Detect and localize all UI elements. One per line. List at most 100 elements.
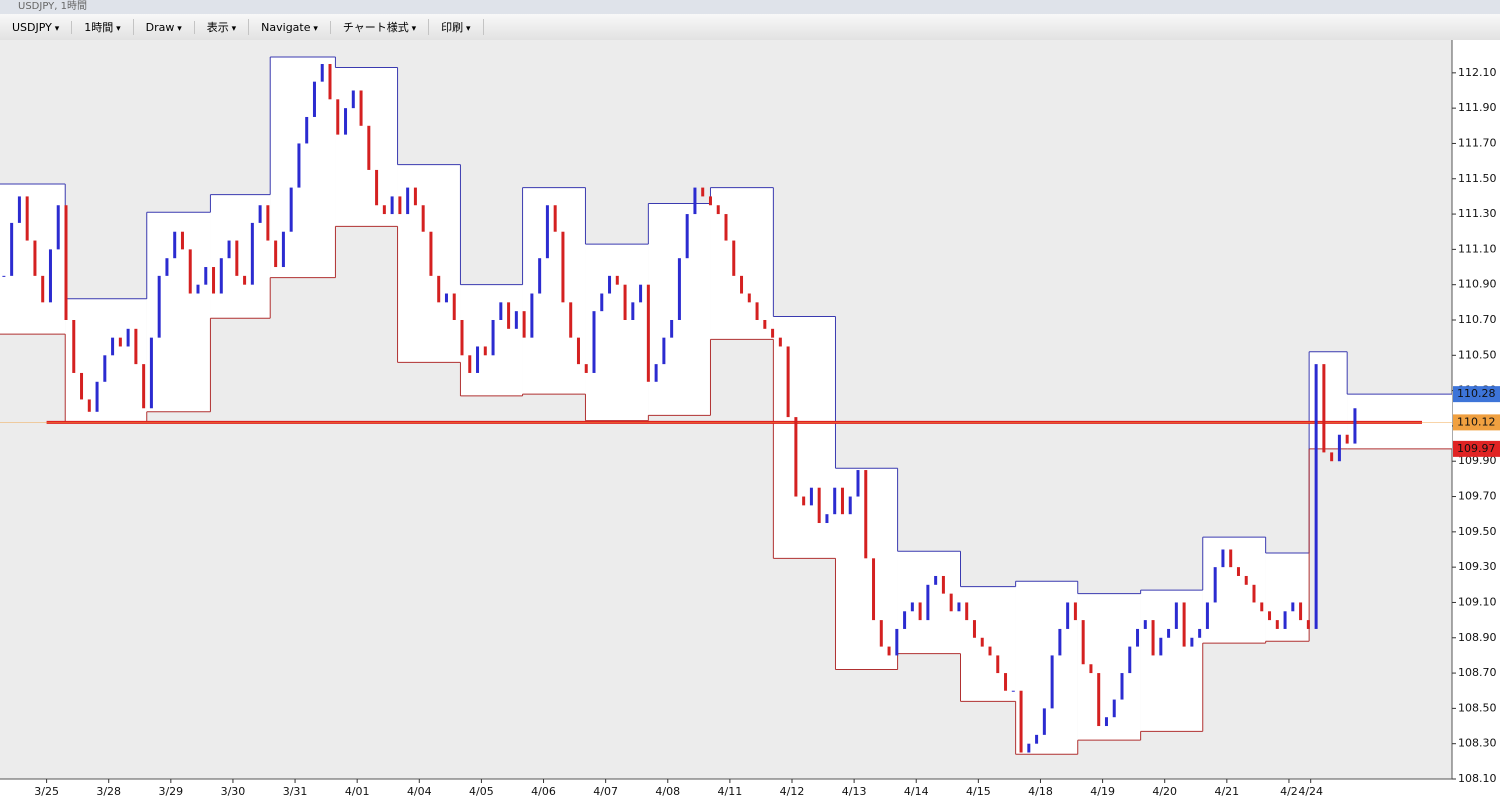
x-tick-label: 4/13 — [842, 785, 867, 798]
candle — [732, 240, 736, 276]
day-box — [0, 184, 66, 335]
y-tick-label: 108.50 — [1458, 701, 1497, 714]
candle — [382, 205, 386, 215]
candle — [584, 364, 588, 373]
price-label: 109.97 — [1453, 440, 1500, 457]
candle — [740, 275, 744, 294]
candle — [204, 267, 208, 285]
candle — [817, 487, 821, 524]
candle — [646, 284, 650, 382]
candle — [864, 470, 868, 559]
candle — [1159, 637, 1163, 656]
x-tick-label: 4/18 — [1028, 785, 1053, 798]
candle — [701, 187, 705, 197]
candle — [553, 205, 557, 232]
toolbar-button[interactable]: Draw — [134, 20, 195, 34]
candle — [941, 575, 945, 594]
day-box — [773, 316, 836, 559]
y-tick-label: 109.70 — [1458, 490, 1497, 503]
candle — [375, 169, 379, 206]
candle — [615, 275, 619, 285]
candle — [1236, 567, 1240, 576]
candle — [421, 205, 425, 232]
candle — [1128, 646, 1132, 674]
toolbar-button[interactable]: USDJPY — [0, 20, 73, 34]
toolbar-button[interactable]: 1時間 — [72, 19, 134, 35]
candle — [235, 240, 239, 276]
candle — [1198, 628, 1202, 638]
candle — [1229, 549, 1233, 568]
candle — [258, 205, 262, 223]
candle — [1081, 620, 1085, 665]
candle — [654, 364, 658, 382]
candle — [1120, 673, 1124, 700]
candle — [1275, 620, 1279, 629]
x-tick-label: 4/11 — [718, 785, 743, 798]
toolbar-button[interactable]: 表示 — [195, 19, 250, 35]
candle — [934, 575, 938, 585]
candle — [1104, 717, 1108, 727]
toolbar: USDJPY1時間Draw表示Navigateチャート様式印刷 — [0, 14, 1500, 41]
candle — [840, 487, 844, 515]
candle — [608, 275, 612, 294]
candle — [786, 346, 790, 418]
toolbar-button[interactable]: 印刷 — [429, 19, 484, 35]
price-label-bg — [1453, 440, 1500, 457]
candle — [972, 620, 976, 638]
candle — [351, 90, 355, 109]
price-label-text: 109.97 — [1457, 442, 1496, 455]
candle — [41, 275, 45, 303]
candle — [165, 258, 169, 276]
day-box — [460, 284, 523, 396]
candle — [1042, 708, 1046, 735]
candle — [771, 328, 775, 338]
candle — [879, 620, 883, 647]
candle — [1182, 602, 1186, 647]
day-box — [270, 56, 336, 278]
price-label-bg — [1453, 386, 1500, 403]
candle — [390, 196, 394, 215]
candle — [833, 487, 837, 515]
candle — [1058, 628, 1062, 656]
price-label-text: 110.12 — [1457, 415, 1496, 428]
candle — [708, 196, 712, 206]
candle — [763, 319, 767, 329]
candle — [514, 311, 518, 329]
y-tick-label: 110.90 — [1458, 278, 1497, 291]
candle — [1174, 602, 1178, 629]
y-tick-label: 108.30 — [1458, 737, 1497, 750]
toolbar-button[interactable]: Navigate — [249, 20, 331, 34]
candle — [872, 558, 876, 621]
day-box — [960, 586, 1016, 702]
y-tick-label: 111.50 — [1458, 172, 1497, 185]
toolbar-button[interactable]: チャート様式 — [331, 19, 430, 35]
x-tick-label: 3/25 — [34, 785, 59, 798]
candle — [957, 602, 961, 612]
x-tick-label: 4/12 — [780, 785, 805, 798]
x-tick-label: 4/15 — [966, 785, 991, 798]
candle — [1244, 575, 1248, 585]
candle — [545, 205, 549, 259]
candle — [367, 125, 371, 170]
y-tick-label: 108.10 — [1458, 772, 1497, 785]
candle — [134, 328, 138, 365]
candle — [825, 514, 829, 524]
candle — [491, 319, 495, 356]
candle — [949, 593, 953, 612]
candle — [1004, 673, 1008, 691]
candle — [794, 417, 798, 497]
candle — [623, 284, 627, 320]
y-tick-label: 111.90 — [1458, 101, 1497, 114]
candle — [1291, 602, 1295, 612]
candle — [1221, 549, 1225, 568]
candle — [297, 143, 301, 188]
candle — [926, 584, 930, 621]
x-tick-label: 4/21 — [1214, 785, 1239, 798]
candle — [188, 249, 192, 294]
candle — [142, 364, 146, 409]
candle — [856, 470, 860, 497]
candle — [312, 81, 316, 117]
candle — [289, 187, 293, 232]
candle — [724, 214, 728, 241]
